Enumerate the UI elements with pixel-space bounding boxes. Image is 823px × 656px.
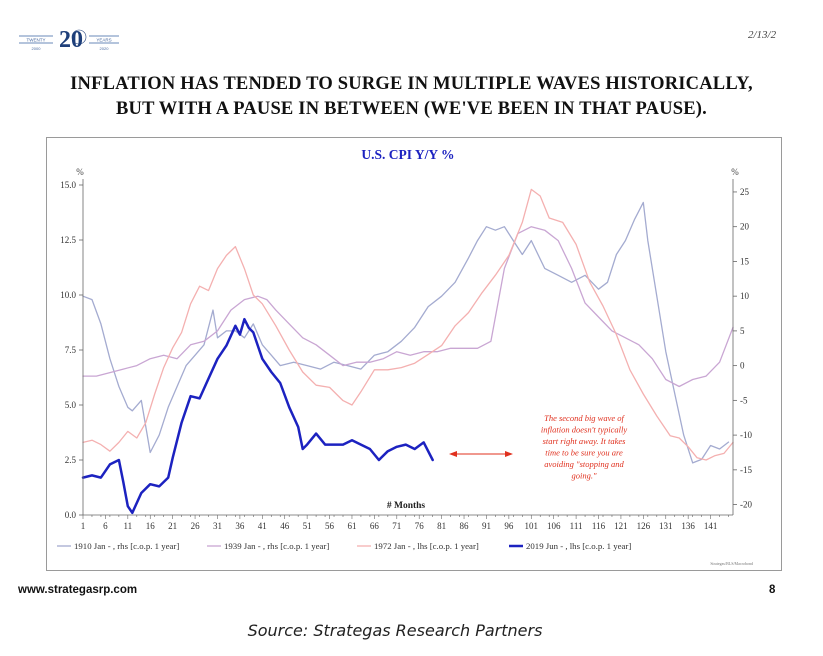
left-tick-label: 0.0 (65, 510, 77, 520)
x-tick-label: 86 (460, 521, 470, 531)
x-tick-label: 81 (437, 521, 446, 531)
x-tick-label: 26 (191, 521, 201, 531)
x-tick-label: 31 (213, 521, 222, 531)
logo-year-left: 2000 (32, 46, 42, 51)
right-axis-unit: % (731, 167, 739, 177)
right-tick-label: 5 (740, 326, 745, 336)
x-tick-label: 141 (704, 521, 718, 531)
page-number: 8 (769, 584, 776, 596)
x-tick-label: 111 (570, 521, 583, 531)
cpi-chart: 0.02.55.07.510.012.515.0-20-15-10-505101… (57, 147, 753, 566)
series-line-s1910 (82, 201, 730, 464)
annotation-arrowhead-right (505, 451, 513, 457)
x-tick-label: 61 (347, 521, 356, 531)
chart-credit: Strategas/BLS/Macrobond (710, 561, 753, 566)
x-tick-label: 51 (303, 521, 312, 531)
x-tick-label: 101 (525, 521, 539, 531)
annotation-line: The second big wave of (544, 413, 625, 423)
footer-url[interactable]: www.strategasrp.com (18, 584, 138, 596)
x-tick-label: 1 (81, 521, 86, 531)
source-caption: Source: Strategas Research Partners (247, 621, 543, 640)
right-tick-label: 15 (740, 256, 750, 266)
x-tick-label: 71 (392, 521, 401, 531)
left-tick-label: 15.0 (60, 180, 76, 190)
right-tick-label: -10 (740, 430, 752, 440)
left-tick-label: 2.5 (65, 455, 77, 465)
series-line-s1939 (82, 226, 734, 388)
logo-year-right: 2020 (100, 46, 110, 51)
x-tick-label: 91 (482, 521, 491, 531)
x-tick-label: 116 (592, 521, 606, 531)
annotation-line: avoiding "stopping and (544, 459, 624, 469)
logo-number: 20 (59, 27, 83, 53)
slide-date: 2/13/2 (748, 29, 777, 41)
annotation: The second big wave of inflation doesn't … (449, 413, 627, 481)
legend-label-s1972: 1972 Jan - , lhs [c.o.p. 1 year] (374, 541, 479, 551)
headline-line-2: BUT WITH A PAUSE IN BETWEEN (WE'VE BEEN … (116, 99, 707, 119)
chart-title: U.S. CPI Y/Y % (361, 147, 454, 162)
x-tick-label: 11 (123, 521, 132, 531)
x-tick-label: 16 (146, 521, 156, 531)
legend-label-s1910: 1910 Jan - , rhs [c.o.p. 1 year] (74, 541, 179, 551)
headline-line-1: INFLATION HAS TENDED TO SURGE IN MULTIPL… (70, 74, 753, 94)
annotation-line: inflation doesn't typically (541, 425, 628, 435)
legend-label-s1939: 1939 Jan - , rhs [c.o.p. 1 year] (224, 541, 329, 551)
right-tick-label: -20 (740, 500, 752, 510)
x-tick-label: 106 (547, 521, 561, 531)
chart-frame: 0.0 2.5 5.0 7.5 10.0 12.5 15.0 -20 -15 -10 -5 0 5 10 1… (46, 137, 782, 571)
x-tick-label: 56 (325, 521, 335, 531)
legend: 1910 Jan - , rhs [c.o.p. 1 year] 1939 Jan… (57, 541, 631, 551)
x-tick-label: 76 (415, 521, 425, 531)
x-tick-label: 96 (504, 521, 514, 531)
right-tick-label: 0 (740, 361, 745, 371)
annotation-line: time to be sure you are (545, 448, 623, 458)
left-tick-label: 12.5 (60, 235, 76, 245)
left-tick-label: 5.0 (65, 400, 77, 410)
series-line-s2019 (81, 317, 434, 515)
strategas-20-years-logo: TWENTY YEARS 2000 2020 20 (19, 27, 119, 53)
x-tick-label: 66 (370, 521, 380, 531)
x-tick-label: 41 (258, 521, 267, 531)
series-line-s1972 (82, 188, 734, 461)
annotation-line: start right away. It takes (543, 436, 627, 446)
right-tick-label: 20 (740, 222, 750, 232)
annotation-line: going." (571, 471, 596, 481)
x-tick-label: 6 (103, 521, 108, 531)
logo-left-text: TWENTY (27, 38, 46, 43)
annotation-arrowhead-left (449, 451, 457, 457)
x-tick-label: 136 (681, 521, 695, 531)
x-tick-label: 126 (637, 521, 651, 531)
x-tick-label: 36 (235, 521, 245, 531)
slide-headline: INFLATION HAS TENDED TO SURGE IN MULTIPL… (20, 72, 803, 122)
x-tick-label: 131 (659, 521, 673, 531)
legend-label-s2019: 2019 Jun - , lhs [c.o.p. 1 year] (526, 541, 631, 551)
right-tick-label: -5 (740, 395, 748, 405)
x-tick-label: 121 (614, 521, 628, 531)
x-tick-label: 21 (168, 521, 177, 531)
right-tick-label: 25 (740, 187, 750, 197)
right-tick-label: -15 (740, 465, 752, 475)
right-tick-label: 10 (740, 291, 750, 301)
left-tick-label: 7.5 (65, 345, 77, 355)
x-tick-label: 46 (280, 521, 290, 531)
left-tick-label: 10.0 (60, 290, 76, 300)
logo-right-text: YEARS (96, 38, 111, 43)
left-axis-unit: % (76, 167, 84, 177)
x-axis-label: # Months (387, 501, 426, 511)
